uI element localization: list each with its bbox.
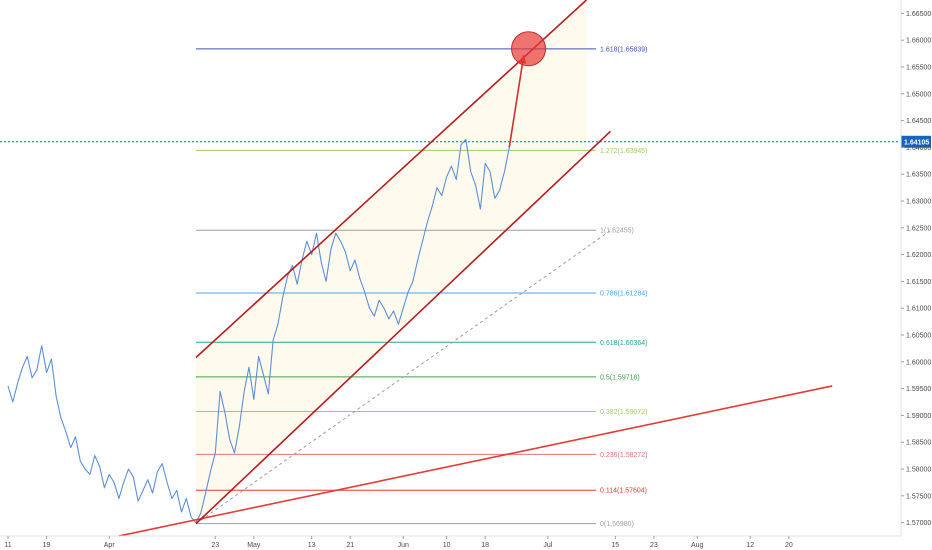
y-tick-label: 1.64000	[906, 145, 931, 152]
fib-label-0.5: 0.5(1.59718)	[600, 374, 640, 381]
y-tick-label: 1.60000	[906, 359, 931, 366]
y-tick-label: 1.60500	[906, 333, 931, 340]
fib-label-0.786: 0.786(1.61284)	[600, 290, 647, 297]
x-axis: 11 19 Apr 23 May 13 21 Jun 10 18 Jul 15 23 Aug 12 20	[0, 535, 901, 549]
x-tick-label: 11	[4, 542, 11, 549]
x-tick-label: Aug	[691, 542, 704, 549]
fib-label-0.236: 0.236(1.58272)	[600, 452, 647, 459]
dashed-guide-line	[195, 230, 611, 525]
y-tick-label: 1.62500	[906, 225, 931, 232]
x-tick-label: 15	[611, 542, 619, 549]
x-tick-label: 18	[481, 542, 489, 549]
price-line	[7, 138, 510, 524]
y-axis: 1.66500 1.66000 1.65500 1.65000 1.64500 1.640…	[900, 0, 931, 536]
y-tick-label: 1.59500	[906, 386, 931, 393]
y-tick-label: 1.65500	[906, 65, 931, 72]
x-tick-label: May	[247, 542, 261, 549]
y-tick-label: 1.58500	[906, 440, 931, 447]
y-tick-label: 1.65000	[906, 91, 931, 98]
current-price-tag	[901, 135, 931, 148]
channel-lower-line	[195, 130, 612, 525]
price-series-layer	[7, 138, 510, 524]
fib-levels: 1.618(1.65839) 1.272(1.63945) 1(1.62455) 0.…	[195, 46, 648, 528]
fib-label-1: 1(1.62455)	[600, 228, 634, 235]
current-price-layer: 1.64105	[0, 135, 931, 148]
fib-label-0.618: 0.618(1.60364)	[600, 340, 647, 347]
target-circle	[511, 31, 547, 67]
y-tick-label: 1.58000	[906, 467, 931, 474]
fib-label-1.272: 1.272(1.63945)	[600, 148, 647, 155]
trendline-layer	[118, 385, 833, 537]
x-tick-label: 21	[346, 542, 354, 549]
fib-label-0.114: 0.114(1.57604)	[600, 488, 647, 495]
y-tick-label: 1.63500	[906, 172, 931, 179]
x-tick-label: 20	[785, 542, 793, 549]
y-tick-label: 1.64500	[906, 118, 931, 125]
x-tick-label: Apr	[104, 542, 116, 549]
y-tick-label: 1.59000	[906, 413, 931, 420]
channel-fill	[195, 0, 587, 524]
target-layer	[508, 31, 547, 148]
x-tick-label: 23	[211, 542, 219, 549]
y-tick-label: 1.62000	[906, 252, 931, 259]
y-tick-label: 1.61500	[906, 279, 931, 286]
fib-label-0.382: 0.382(1.59072)	[600, 409, 647, 416]
x-tick-label: 13	[308, 542, 316, 549]
current-price-tag-label: 1.64105	[904, 139, 929, 146]
x-tick-label: Jun	[398, 542, 409, 549]
y-tick-label: 1.66500	[906, 11, 931, 18]
y-tick-label: 1.63000	[906, 199, 931, 206]
x-tick-label: 12	[746, 542, 754, 549]
y-tick-label: 1.61000	[906, 306, 931, 313]
y-tick-label: 1.57500	[906, 493, 931, 500]
channel-fill-layer	[195, 0, 587, 524]
target-arrow-shaft	[508, 55, 525, 148]
fib-label-1.618: 1.618(1.65839)	[600, 46, 647, 53]
x-tick-label: Jul	[543, 542, 552, 549]
y-tick-label: 1.66000	[906, 38, 931, 45]
support-trendline	[118, 385, 833, 537]
y-tick-label: 1.57000	[906, 520, 931, 527]
x-tick-label: 19	[43, 542, 51, 549]
x-tick-label: 10	[443, 542, 451, 549]
guide-line-layer	[195, 230, 611, 525]
fib-label-0: 0(1.56980)	[600, 521, 634, 528]
x-tick-label: 23	[650, 542, 658, 549]
